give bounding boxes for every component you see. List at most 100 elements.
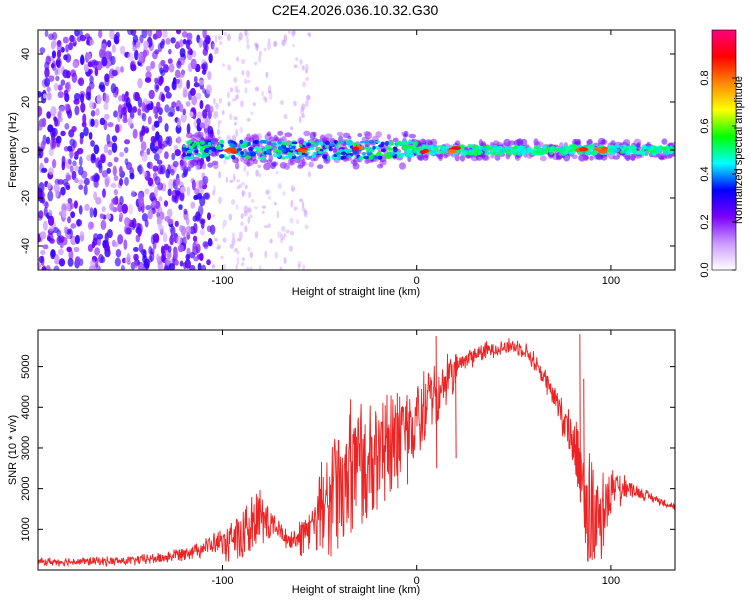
carrier-halo	[308, 161, 314, 168]
spectrogram-sparse-blob	[246, 118, 251, 122]
spectrogram-noise-blob	[123, 146, 129, 154]
carrier-core	[245, 155, 252, 159]
carrier-core	[539, 150, 545, 156]
spectrogram-noise-blob	[81, 170, 88, 179]
snr-spike	[455, 354, 457, 459]
spectrogram-noise-blob	[78, 156, 83, 167]
spectrogram-noise-blob	[115, 248, 122, 258]
carrier-halo	[571, 154, 578, 159]
spectrogram-noise-blob	[119, 45, 126, 55]
spectrogram-noise-blob	[167, 58, 173, 65]
spectrogram-noise-blob	[145, 204, 152, 211]
spectrogram-noise-blob	[204, 192, 211, 200]
spectrogram-sparse-blob	[273, 40, 278, 47]
spectrogram-sparse-blob	[211, 264, 216, 269]
spectrogram-noise-blob	[93, 191, 98, 201]
spectrogram-noise-blob	[43, 206, 48, 217]
carrier-halo	[589, 155, 594, 161]
spectrogram-noise-blob	[197, 262, 202, 270]
spectrogram-noise-blob	[192, 235, 198, 242]
spectrogram-noise-blob	[47, 124, 54, 133]
spectrogram-noise-blob	[38, 255, 44, 264]
spectrogram-noise-blob	[74, 234, 81, 245]
carrier-core	[375, 140, 380, 144]
carrier-core	[669, 145, 673, 148]
spectrogram-noise-blob	[202, 241, 209, 248]
spectrogram-noise-blob	[83, 184, 88, 196]
spectrogram-noise-blob	[164, 151, 169, 160]
carrier-core	[264, 146, 271, 150]
spectrogram-noise-blob	[187, 90, 192, 101]
spectrogram-sparse-blob	[234, 77, 238, 84]
spectrogram-noise-blob	[185, 217, 190, 226]
spectrogram-noise-blob	[124, 139, 131, 145]
spectrogram-sparse-blob	[283, 233, 287, 238]
carrier-core	[630, 144, 635, 150]
spectrogram-noise-blob	[167, 111, 174, 117]
carrier-halo	[539, 155, 547, 162]
spectrogram-noise-blob	[198, 179, 204, 189]
spectrogram-noise-blob	[65, 70, 71, 79]
spectrogram-noise-blob	[119, 151, 125, 157]
carrier-core	[218, 154, 225, 159]
carrier-core	[612, 149, 617, 154]
carrier-core	[376, 150, 382, 155]
spectrogram-sparse-blob	[291, 30, 296, 36]
spectrogram-noise-blob	[80, 102, 86, 113]
spectrogram-noise-blob	[193, 76, 198, 83]
spectrogram-sparse-blob	[301, 65, 305, 71]
spectrogram-noise-blob	[48, 75, 55, 82]
spectrogram-sparse-blob	[218, 35, 222, 40]
spectrogram-noise-blob	[84, 203, 90, 212]
carrier-core	[570, 143, 577, 149]
carrier-core	[384, 140, 389, 146]
spectrogram-noise-blob	[129, 172, 135, 180]
spectrogram-noise-blob	[68, 249, 74, 261]
spectrogram-noise-blob	[107, 161, 113, 168]
carrier-halo	[578, 153, 586, 162]
spectrogram-sparse-blob	[213, 185, 216, 193]
spectrogram-sparse-blob	[261, 210, 265, 214]
spectral-peak	[601, 146, 608, 151]
spectrogram-noise-blob	[126, 253, 131, 263]
spectrogram-noise-blob	[114, 124, 120, 134]
spectrogram-noise-blob	[103, 102, 109, 111]
spectrogram-noise-blob	[176, 117, 181, 129]
spectrogram-sparse-blob	[264, 224, 269, 229]
spectrogram-noise-blob	[201, 63, 207, 70]
carrier-core	[317, 151, 324, 154]
spectrogram-noise-blob	[74, 177, 79, 184]
spectrogram-noise-blob	[78, 184, 84, 190]
spectrogram-noise-blob	[112, 197, 119, 206]
spectrogram-noise-blob	[83, 177, 90, 186]
spectrogram-noise-blob	[73, 200, 78, 209]
y-tick-label: 3000	[20, 436, 32, 460]
spectrogram-noise-blob	[185, 101, 191, 107]
spectrogram-noise-blob	[144, 77, 152, 83]
spectrogram-noise-blob	[137, 52, 144, 63]
y-tick-label: 0	[20, 147, 32, 153]
carrier-core	[282, 142, 288, 146]
spectrogram-noise-blob	[165, 257, 171, 266]
spectrogram-noise-blob	[163, 200, 169, 207]
carrier-core	[194, 149, 199, 154]
spectrogram-noise-blob	[182, 236, 187, 247]
snr-x-ticks: -100 0 100	[211, 330, 620, 587]
spectrogram-noise-blob	[98, 48, 105, 59]
spectrogram-noise-blob	[141, 102, 146, 112]
spectrogram-noise-blob	[152, 106, 158, 115]
carrier-halo	[309, 131, 316, 140]
spectrogram-noise-blob	[193, 82, 200, 88]
spectrogram-noise-blob	[74, 256, 81, 265]
spectrogram-noise-blob	[74, 165, 79, 172]
spectrogram-noise-blob	[70, 144, 76, 152]
spectrogram-sparse-blob	[305, 63, 309, 71]
spectrogram-sparse-blob	[265, 71, 269, 78]
spectrogram-sparse-blob	[276, 210, 280, 219]
spectral-peak	[447, 149, 457, 154]
spectrogram-noise-blob	[89, 39, 95, 46]
snr-y-label: SNR (10 * v/v)	[7, 415, 19, 485]
carrier-halo	[555, 155, 562, 161]
spectrogram-sparse-blob	[238, 32, 243, 40]
spectrogram-sparse-blob	[235, 204, 239, 210]
